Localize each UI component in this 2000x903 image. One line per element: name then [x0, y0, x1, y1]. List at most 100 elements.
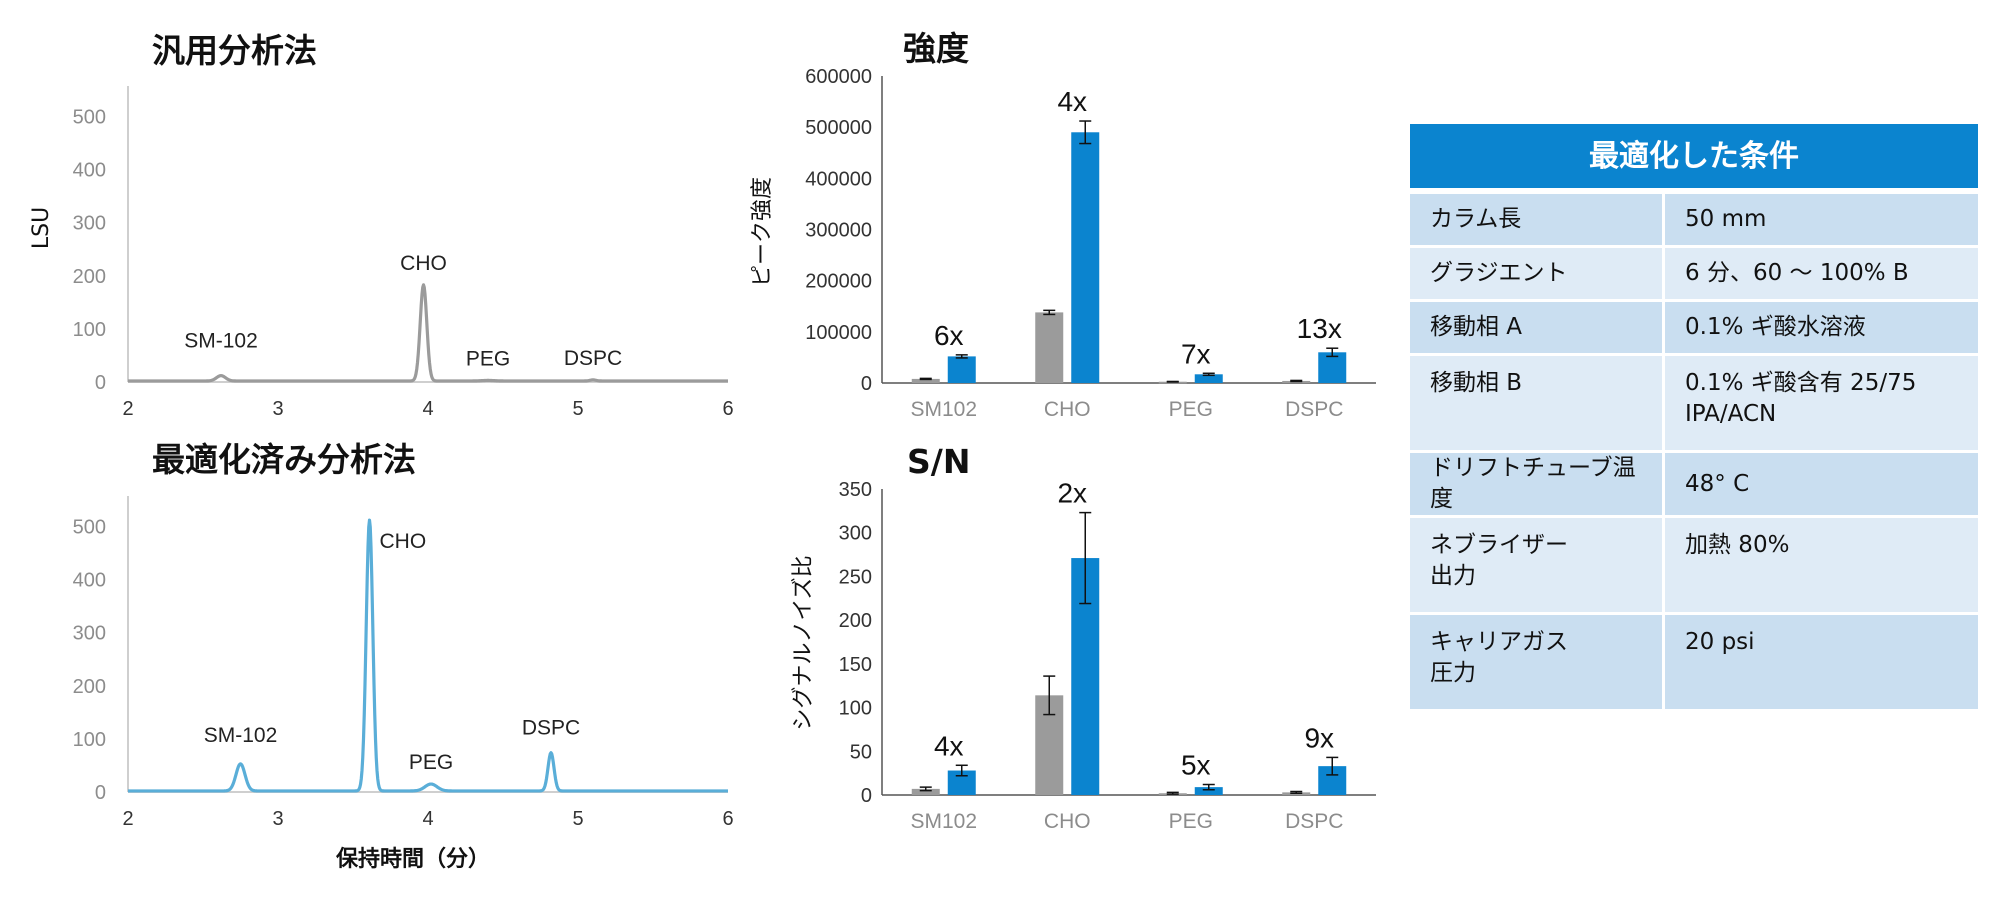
y-tick-label: 300 — [73, 623, 106, 645]
y-tick-label: 100 — [73, 319, 106, 341]
condition-key: カラム長 — [1410, 194, 1665, 248]
fold-annotation: 13x — [1297, 313, 1342, 344]
category-label: DSPC — [1285, 810, 1343, 833]
chromatogram-xlabel: 保持時間（分） — [335, 847, 490, 872]
y-tick-label: 200000 — [805, 271, 872, 293]
y-tick-label: 100 — [73, 729, 106, 751]
peak-label: DSPC — [522, 717, 580, 740]
condition-key: ドリフトチューブ温度 — [1410, 453, 1665, 518]
bar — [911, 378, 940, 383]
chromatogram-trace — [127, 518, 729, 793]
x-tick-label: 5 — [572, 808, 583, 830]
peak-label: PEG — [409, 751, 453, 774]
bar — [1194, 787, 1223, 795]
condition-row: 移動相 A 0.1% ギ酸水溶液 — [1410, 302, 1978, 356]
condition-row: グラジエント 6 分、60 ～ 100% B — [1410, 248, 1978, 302]
condition-row: 移動相 B 0.1% ギ酸含有 25/75 IPA/ACN — [1410, 356, 1978, 453]
category-label: CHO — [1044, 398, 1091, 421]
bar-ylabel-sn: シグナルノイズ比 — [791, 555, 816, 730]
condition-value: 48° C — [1665, 453, 1978, 518]
bar — [1071, 132, 1100, 383]
bar — [1035, 312, 1064, 383]
y-tick-label: 0 — [861, 373, 872, 395]
chromatogram-title-optimized: 最適化済み分析法 — [152, 440, 416, 479]
y-tick-label: 500 — [73, 107, 106, 129]
condition-key: ネブライザー 出力 — [1410, 518, 1665, 615]
condition-value: 6 分、60 ～ 100% B — [1665, 248, 1978, 302]
x-tick-label: 2 — [122, 398, 133, 420]
peak-label: CHO — [400, 252, 447, 275]
bar-title-sn: S/N — [907, 442, 970, 481]
peak-label: SM-102 — [204, 724, 278, 747]
category-label: PEG — [1169, 810, 1213, 833]
peak-label: DSPC — [564, 347, 622, 370]
condition-value: 50 mm — [1665, 194, 1978, 248]
x-tick-label: 2 — [122, 808, 133, 830]
y-tick-label: 400000 — [805, 168, 872, 190]
y-tick-label: 50 — [850, 741, 872, 763]
y-tick-label: 350 — [839, 479, 872, 501]
y-tick-label: 300 — [839, 523, 872, 545]
condition-key: キャリアガス 圧力 — [1410, 615, 1665, 712]
y-tick-label: 150 — [839, 654, 872, 676]
condition-row: ネブライザー 出力 加熱 80% — [1410, 518, 1978, 615]
bar — [1318, 352, 1347, 383]
fold-annotation: 5x — [1181, 750, 1211, 781]
x-tick-label: 6 — [722, 808, 733, 830]
fold-annotation: 2x — [1057, 478, 1087, 509]
y-tick-label: 200 — [839, 610, 872, 632]
y-tick-label: 500 — [73, 517, 106, 539]
category-label: SM102 — [910, 398, 977, 421]
y-tick-label: 0 — [95, 782, 106, 804]
bar — [947, 356, 976, 383]
category-label: SM102 — [910, 810, 977, 833]
chromatogram-ylabel: LSU — [29, 207, 54, 249]
y-tick-label: 600000 — [805, 66, 872, 88]
peak-label: PEG — [466, 347, 510, 370]
category-label: PEG — [1169, 398, 1213, 421]
peak-label: SM-102 — [184, 330, 258, 353]
condition-value: 20 psi — [1665, 615, 1978, 712]
y-tick-label: 0 — [861, 785, 872, 807]
y-tick-label: 100000 — [805, 322, 872, 344]
y-tick-label: 500000 — [805, 117, 872, 139]
y-tick-label: 300000 — [805, 220, 872, 242]
chromatogram-trace — [127, 283, 729, 383]
y-tick-label: 0 — [95, 372, 106, 394]
condition-key: 移動相 B — [1410, 356, 1665, 453]
condition-value: 加熱 80% — [1665, 518, 1978, 615]
peak-label: CHO — [380, 530, 427, 553]
bar — [1194, 374, 1223, 383]
condition-row: カラム長 50 mm — [1410, 194, 1978, 248]
x-tick-label: 4 — [422, 398, 433, 420]
fold-annotation: 4x — [934, 730, 964, 761]
condition-key: グラジエント — [1410, 248, 1665, 302]
category-label: DSPC — [1285, 398, 1343, 421]
x-tick-label: 4 — [422, 808, 433, 830]
fold-annotation: 4x — [1057, 86, 1087, 117]
condition-value: 0.1% ギ酸含有 25/75 IPA/ACN — [1665, 356, 1978, 453]
y-tick-label: 250 — [839, 566, 872, 588]
y-tick-label: 100 — [839, 698, 872, 720]
y-tick-label: 200 — [73, 676, 106, 698]
fold-annotation: 6x — [934, 320, 964, 351]
y-tick-label: 200 — [73, 266, 106, 288]
condition-row: キャリアガス 圧力 20 psi — [1410, 615, 1978, 712]
y-tick-label: 400 — [73, 160, 106, 182]
condition-value: 0.1% ギ酸水溶液 — [1665, 302, 1978, 356]
bar-ylabel-intensity: ピーク強度 — [750, 177, 775, 287]
condition-key: 移動相 A — [1410, 302, 1665, 356]
conditions-table: 最適化した条件 カラム長 50 mm グラジエント 6 分、60 ～ 100% … — [1410, 124, 1978, 712]
category-label: CHO — [1044, 810, 1091, 833]
condition-row: ドリフトチューブ温度 48° C — [1410, 453, 1978, 518]
bar-title-intensity: 強度 — [903, 29, 969, 68]
x-tick-label: 6 — [722, 398, 733, 420]
y-tick-label: 300 — [73, 213, 106, 235]
fold-annotation: 9x — [1304, 722, 1334, 753]
bar — [911, 788, 940, 795]
x-tick-label: 3 — [272, 808, 283, 830]
fold-annotation: 7x — [1181, 338, 1211, 369]
